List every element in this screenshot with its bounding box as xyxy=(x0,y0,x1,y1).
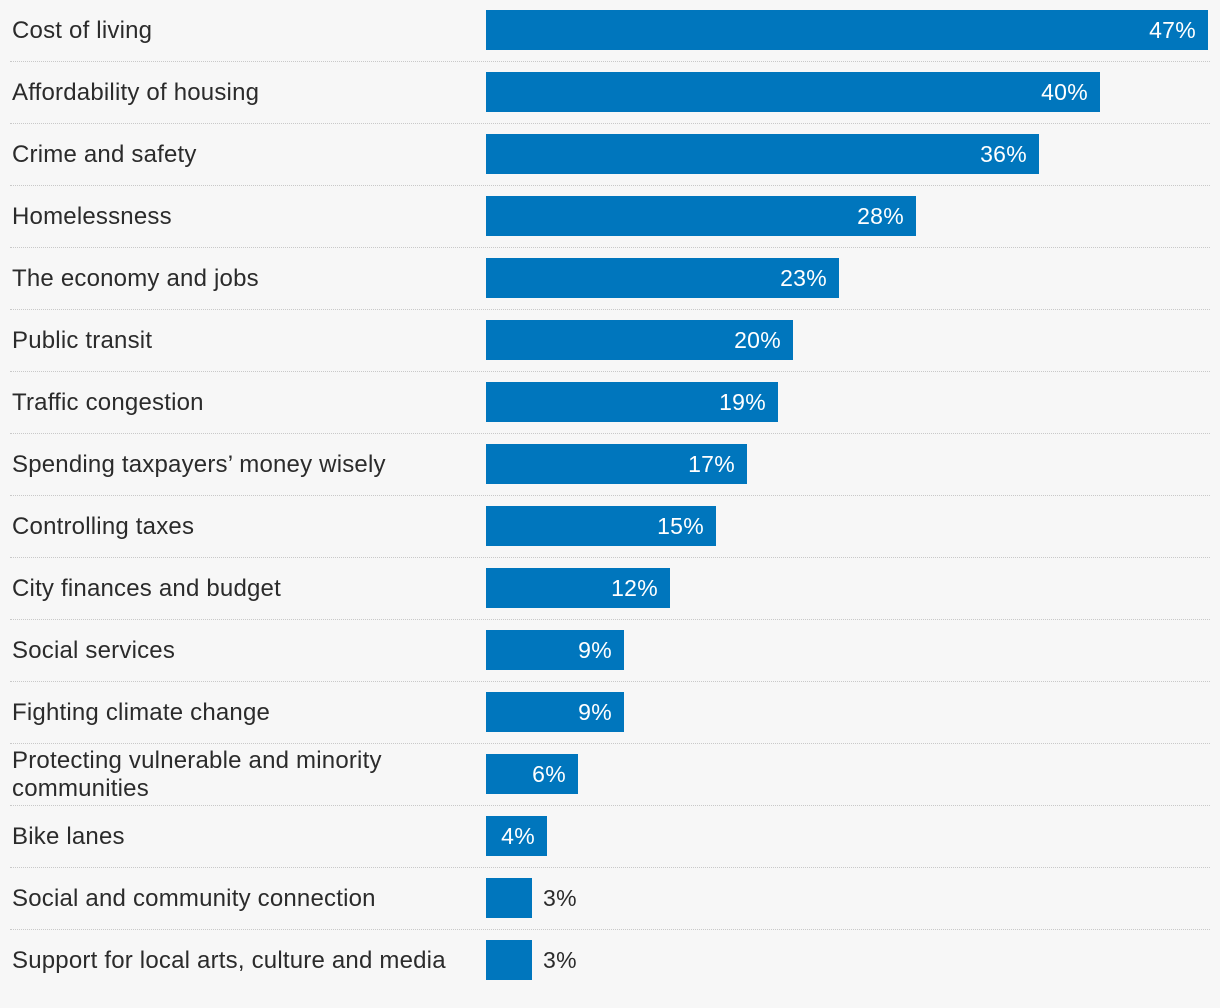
bar-row: Affordability of housing 40% xyxy=(0,62,1220,124)
value-label: 3% xyxy=(543,885,577,911)
value-label: 6% xyxy=(532,761,566,787)
category-label: Spending taxpayers’ money wisely xyxy=(12,451,386,478)
bar xyxy=(486,196,916,236)
category-label: Social services xyxy=(12,637,176,664)
row-divider xyxy=(10,743,1210,744)
value-label: 15% xyxy=(657,513,704,539)
row-divider xyxy=(10,929,1210,930)
category-label: The economy and jobs xyxy=(12,265,259,292)
value-label: 36% xyxy=(980,141,1027,167)
category-label: Bike lanes xyxy=(12,823,125,850)
bar xyxy=(486,10,1208,50)
category-label: Crime and safety xyxy=(12,141,197,168)
row-divider xyxy=(10,495,1210,496)
category-label: Cost of living xyxy=(12,17,153,44)
bar-row: Fighting climate change 9% xyxy=(0,682,1220,744)
value-label: 17% xyxy=(688,451,735,477)
row-divider xyxy=(10,867,1210,868)
category-label: Public transit xyxy=(12,327,153,354)
category-label: Fighting climate change xyxy=(12,699,271,726)
row-divider xyxy=(10,619,1210,620)
bar xyxy=(486,72,1100,112)
value-label: 4% xyxy=(501,823,535,849)
category-label: Social and community connection xyxy=(12,885,376,912)
bar-row: Social services 9% xyxy=(0,620,1220,682)
value-label: 28% xyxy=(857,203,904,229)
bar xyxy=(486,692,624,732)
value-label: 9% xyxy=(578,699,612,725)
value-label: 9% xyxy=(578,637,612,663)
bar-row: Bike lanes 4% xyxy=(0,806,1220,868)
category-label: City finances and budget xyxy=(12,575,281,602)
category-label: Traffic congestion xyxy=(12,389,204,416)
bar-row: Traffic congestion 19% xyxy=(0,372,1220,434)
value-label: 12% xyxy=(611,575,658,601)
bar-row: Public transit 20% xyxy=(0,310,1220,372)
bar xyxy=(486,258,839,298)
bar xyxy=(486,320,793,360)
row-divider xyxy=(10,61,1210,62)
row-divider xyxy=(10,681,1210,682)
bar-row: The economy and jobs 23% xyxy=(0,248,1220,310)
bar xyxy=(486,134,1039,174)
bar xyxy=(486,506,716,546)
bar-row: Cost of living 47% xyxy=(0,0,1220,62)
category-label: Homelessness xyxy=(12,203,172,230)
bar xyxy=(486,878,532,918)
row-divider xyxy=(10,805,1210,806)
bar xyxy=(486,940,532,980)
value-label: 47% xyxy=(1149,17,1196,43)
row-divider xyxy=(10,433,1210,434)
value-label: 23% xyxy=(780,265,827,291)
row-divider xyxy=(10,557,1210,558)
bar-row: Controlling taxes 15% xyxy=(0,496,1220,558)
bar xyxy=(486,754,578,794)
bar-row: Social and community connection 3% xyxy=(0,868,1220,930)
bar xyxy=(486,382,778,422)
row-divider xyxy=(10,309,1210,310)
bar-row: Crime and safety 36% xyxy=(0,124,1220,186)
category-label: Affordability of housing xyxy=(12,79,260,106)
row-divider xyxy=(10,185,1210,186)
value-label: 20% xyxy=(734,327,781,353)
value-label: 3% xyxy=(543,947,577,973)
bar xyxy=(486,444,747,484)
category-label: Protecting vulnerable and minority commu… xyxy=(12,747,382,802)
category-label: Support for local arts, culture and medi… xyxy=(12,947,446,974)
bar-row: Protecting vulnerable and minority commu… xyxy=(0,744,1220,806)
bar xyxy=(486,816,547,856)
bar-row: Support for local arts, culture and medi… xyxy=(0,930,1220,992)
bar-row: Homelessness 28% xyxy=(0,186,1220,248)
bar-row: Spending taxpayers’ money wisely 17% xyxy=(0,434,1220,496)
value-label: 40% xyxy=(1041,79,1088,105)
row-divider xyxy=(10,123,1210,124)
bar xyxy=(486,630,624,670)
value-label: 19% xyxy=(719,389,766,415)
category-label: Controlling taxes xyxy=(12,513,195,540)
bar xyxy=(486,568,670,608)
row-divider xyxy=(10,371,1210,372)
row-divider xyxy=(10,247,1210,248)
bar-row: City finances and budget 12% xyxy=(0,558,1220,620)
